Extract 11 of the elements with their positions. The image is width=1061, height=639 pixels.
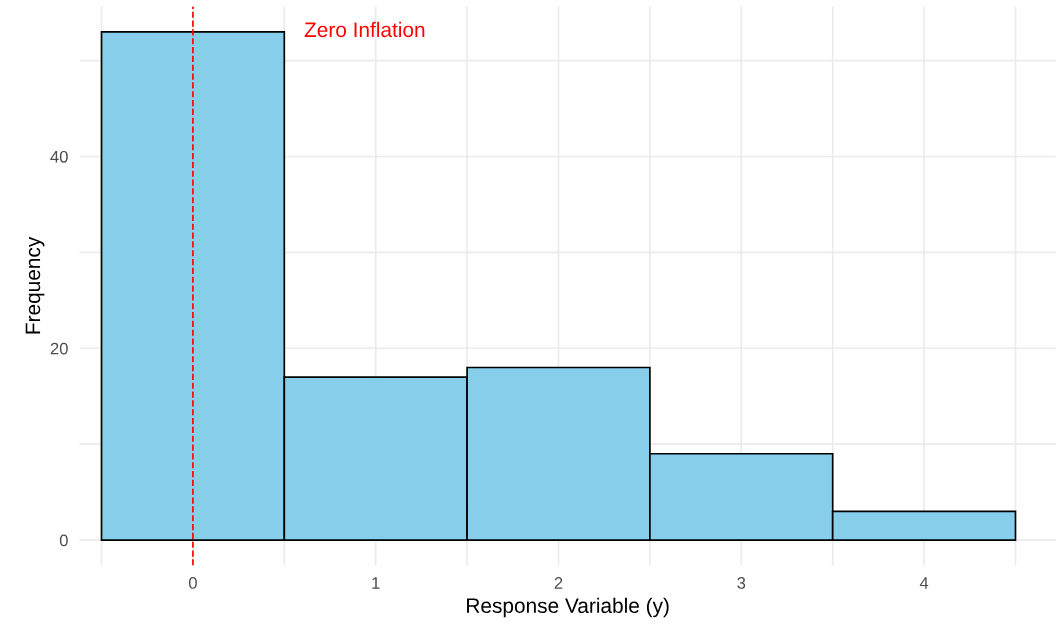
x-tick-label: 1 <box>372 577 380 589</box>
x-axis-title: Response Variable (y) <box>467 597 669 618</box>
x-tick-label: 4 <box>919 577 929 589</box>
y-tick-label: 40 <box>50 150 68 163</box>
y-tick-label: 0 <box>59 534 68 547</box>
x-tick-label: 2 <box>554 577 563 589</box>
x-tick-label: 3 <box>737 577 746 589</box>
annotation: Zero Inflation <box>304 21 425 38</box>
y-tick-label: 20 <box>50 342 68 355</box>
x-tick-label: 0 <box>188 577 197 589</box>
y-axis-title: Frequency <box>25 236 45 334</box>
